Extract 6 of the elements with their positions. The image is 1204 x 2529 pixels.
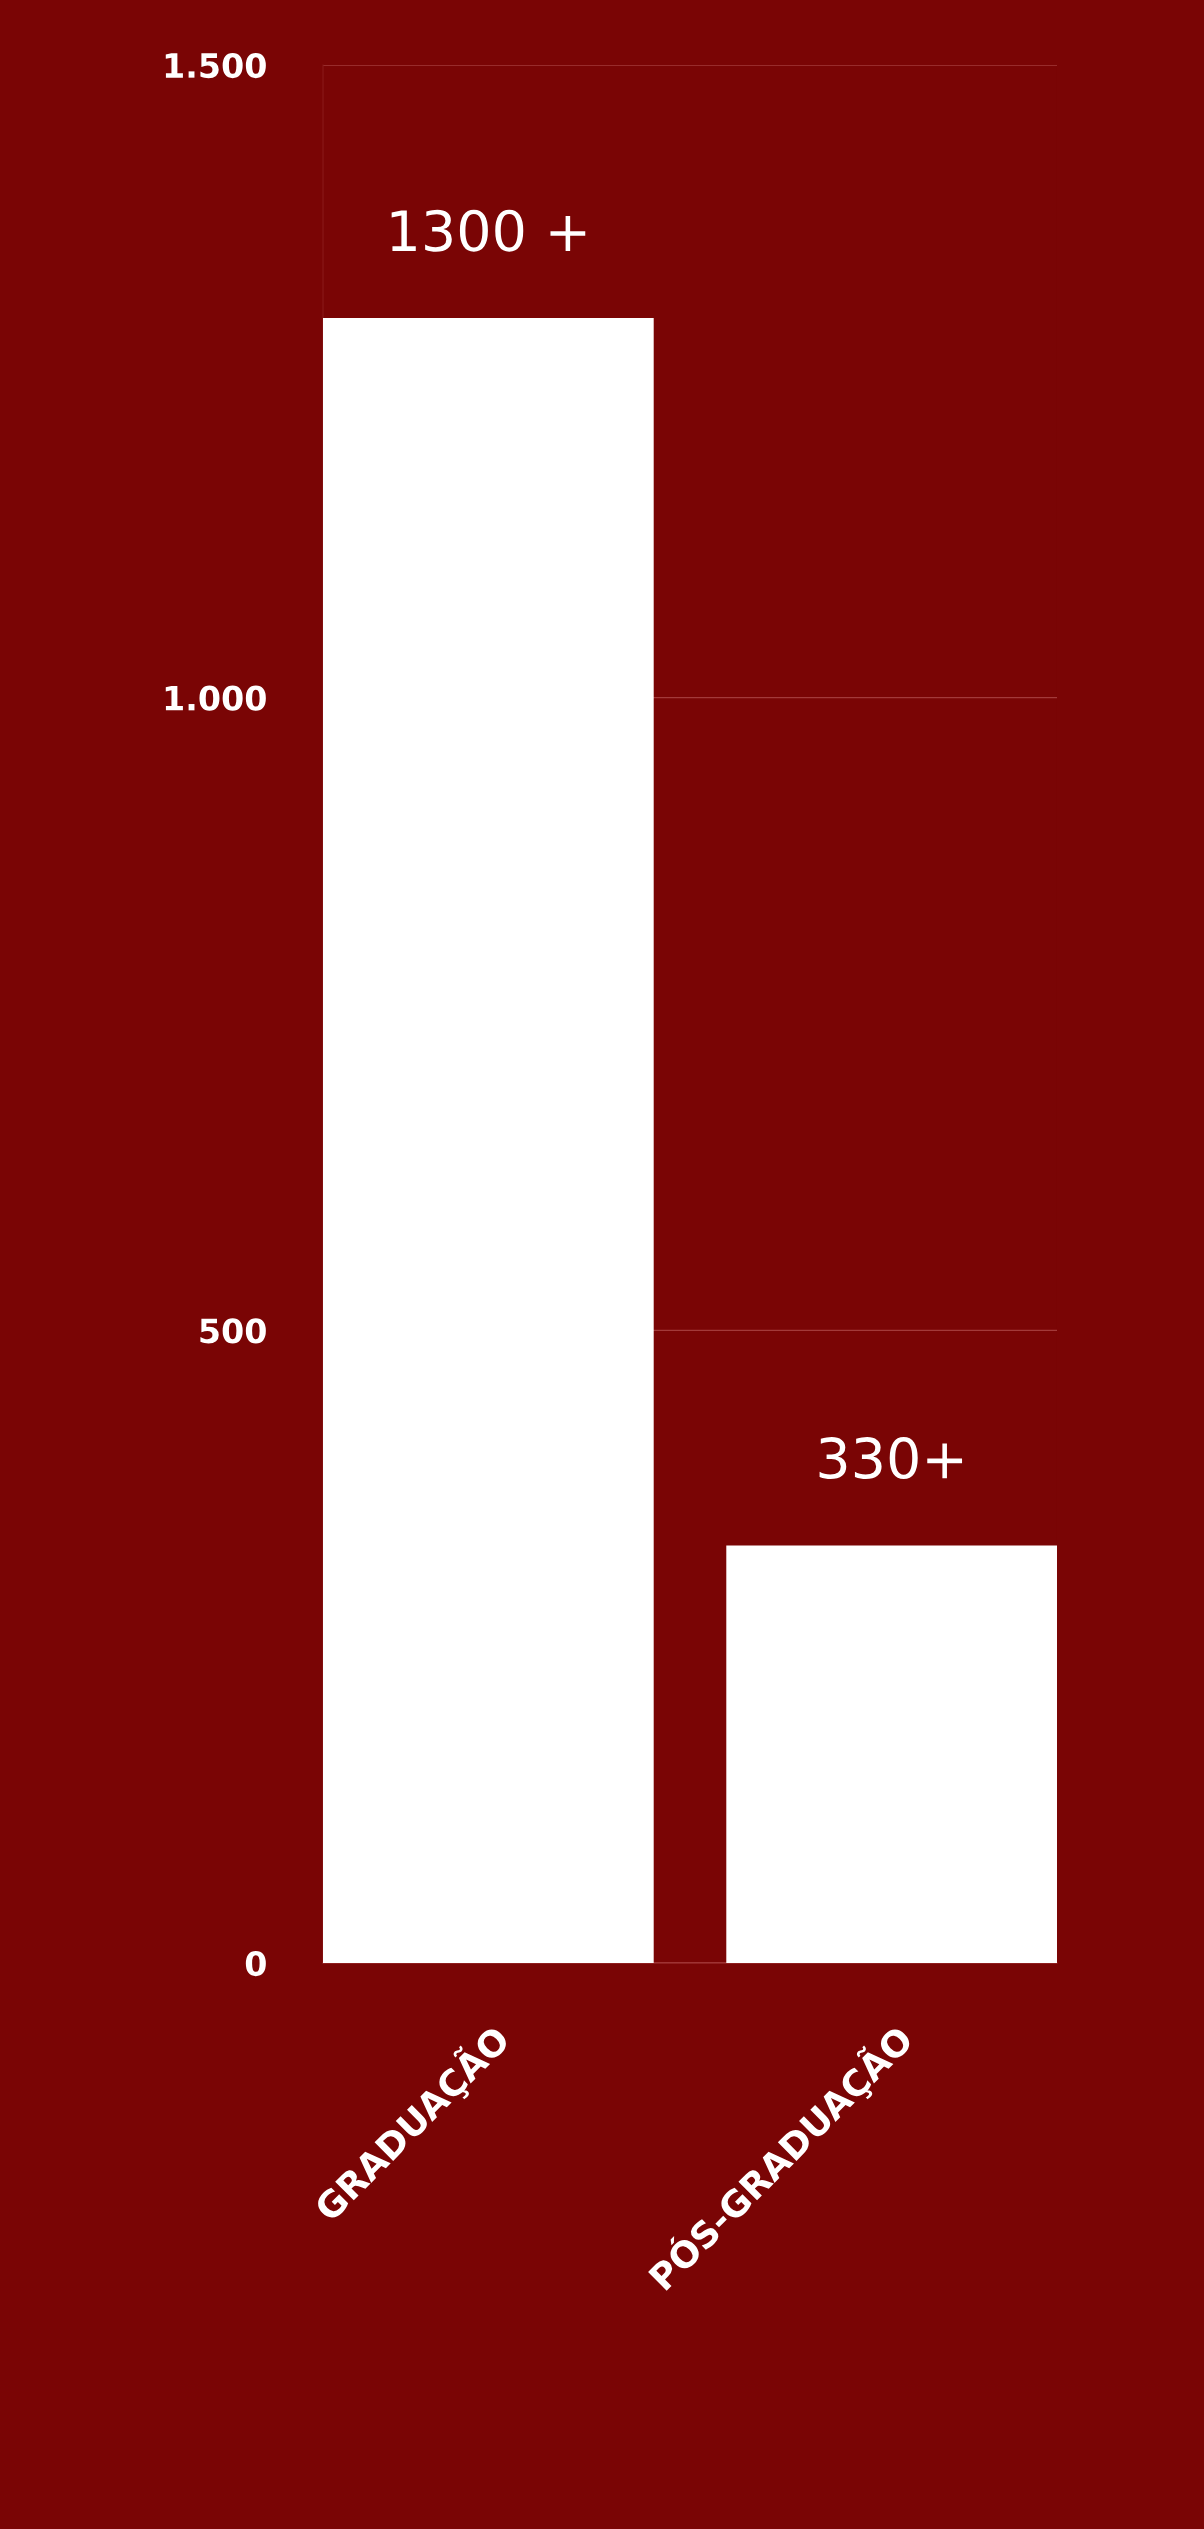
y-tick-label: 500 (200, 1318, 266, 1344)
data-label: 330+ (819, 1437, 963, 1480)
y-tick-label: 1.000 (165, 685, 266, 711)
data-label: 1300 + (391, 209, 586, 252)
y-tick-label: 1.500 (165, 52, 266, 79)
y-tick-label: 0 (245, 1950, 266, 1977)
